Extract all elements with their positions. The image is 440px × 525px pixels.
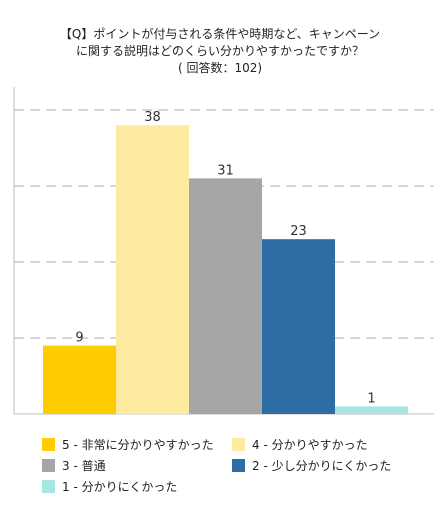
title-line-2: に関する説明はどのくらい分かりやすかったですか？ bbox=[75, 44, 364, 58]
legend-item-2: 4 - 分かりやすかった bbox=[232, 436, 368, 453]
legend-label: 5 - 非常に分かりやすかった bbox=[62, 438, 214, 452]
legend-item-5: 1 - 分かりにくかった bbox=[42, 478, 177, 495]
chart-title: 【Q】ポイントが付与される条件や時期など、キャンペーン に関する説明はどのくらい… bbox=[0, 26, 440, 77]
data-label-3: 31 bbox=[217, 163, 234, 178]
legend-swatch bbox=[42, 480, 55, 493]
data-label-1: 9 bbox=[75, 331, 83, 346]
bar-5 bbox=[335, 406, 408, 414]
legend-label: 1 - 分かりにくかった bbox=[62, 480, 178, 494]
legend-item-1: 5 - 非常に分かりやすかった bbox=[42, 436, 214, 453]
legend-swatch bbox=[42, 438, 55, 451]
legend-label: 3 - 普通 bbox=[62, 459, 106, 473]
data-label-5: 1 bbox=[367, 391, 375, 406]
legend-item-4: 2 - 少し分かりにくかった bbox=[232, 457, 391, 474]
legend-swatch bbox=[232, 459, 245, 472]
legend-label: 4 - 分かりやすかった bbox=[252, 438, 368, 452]
bar-2 bbox=[116, 125, 189, 414]
legend-item-3: 3 - 普通 bbox=[42, 457, 106, 474]
title-line-1: 【Q】ポイントが付与される条件や時期など、キャンペーン bbox=[59, 27, 381, 41]
data-label-2: 38 bbox=[144, 110, 161, 125]
data-labels: 9 38 31 23 1 bbox=[75, 110, 375, 406]
title-line-3: ( 回答数：102) bbox=[177, 61, 263, 75]
bar-3 bbox=[189, 178, 262, 414]
legend-swatch bbox=[232, 438, 245, 451]
bar-4 bbox=[262, 239, 335, 414]
data-label-4: 23 bbox=[290, 224, 307, 239]
bars bbox=[43, 125, 408, 414]
bar-1 bbox=[43, 345, 116, 414]
legend-label: 2 - 少し分かりにくかった bbox=[252, 459, 392, 473]
legend-swatch bbox=[42, 459, 55, 472]
